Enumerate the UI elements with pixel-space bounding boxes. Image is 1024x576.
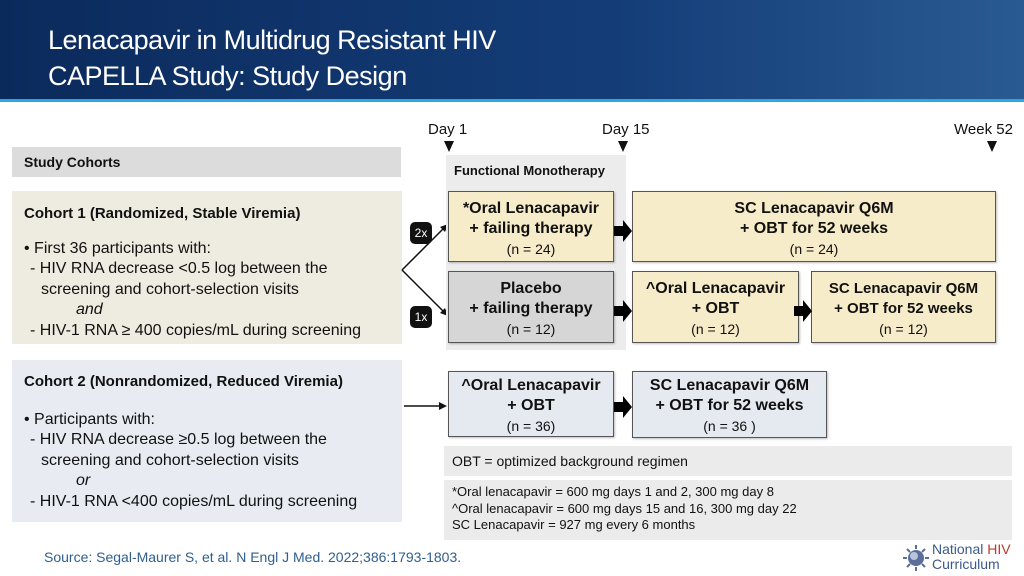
cohort1-criterion2: - HIV-1 RNA ≥ 400 copies/mL during scree… xyxy=(30,321,362,339)
day15-marker-icon xyxy=(618,141,628,152)
cohort1-conjunction: and xyxy=(76,301,103,318)
arrowhead-icon xyxy=(439,402,447,410)
cohort1-bullet: • First 36 participants with: xyxy=(24,239,211,257)
cohort1-title: Cohort 1 (Randomized, Stable Viremia) xyxy=(24,205,301,222)
obt-definition: OBT = optimized background regimen xyxy=(444,446,1012,476)
logo-sun-icon xyxy=(903,545,929,571)
cohort2-panel: Cohort 2 (Nonrandomized, Reduced Viremia… xyxy=(12,360,402,522)
cohort1-oral-lenacapavir-box: *Oral Lenacapavir + failing therapy (n = 2… xyxy=(448,191,614,262)
placebo-arm-sc-lenacapavir-box: SC Lenacapavir Q6M + OBT for 52 weeks (n =… xyxy=(811,271,996,343)
placebo-arm-oral-lenacapavir-box: ^Oral Lenacapavir + OBT (n = 12) xyxy=(632,271,799,343)
study-cohorts-header: Study Cohorts xyxy=(12,147,401,177)
block-arrow-icon xyxy=(794,300,812,322)
timeline-day15: Day 15 xyxy=(602,121,650,138)
dosing-footnotes: *Oral lenacapavir = 600 mg days 1 and 2,… xyxy=(444,480,1012,540)
cohort1-panel: Cohort 1 (Randomized, Stable Viremia) • … xyxy=(12,191,402,344)
block-arrow-icon xyxy=(614,220,632,242)
randomize-line-arm1 xyxy=(401,227,445,271)
cohort2-conjunction: or xyxy=(76,472,91,489)
cohort2-sc-lenacapavir-box: SC Lenacapavir Q6M + OBT for 52 weeks (n =… xyxy=(632,371,827,438)
day1-marker-icon xyxy=(444,141,454,152)
cohort2-criterion1-cont: screening and cohort-selection visits xyxy=(41,451,299,469)
source-citation: Source: Segal-Maurer S, et al. N Engl J … xyxy=(44,549,462,565)
cohort1-criterion1-cont: screening and cohort-selection visits xyxy=(41,280,299,298)
block-arrow-icon xyxy=(614,300,632,322)
header-banner xyxy=(0,0,1024,102)
title-line-2: CAPELLA Study: Study Design xyxy=(48,61,407,91)
cohort1-criterion1: - HIV RNA decrease <0.5 log between the xyxy=(30,260,328,277)
cohort2-criterion2: - HIV-1 RNA <400 copies/mL during screen… xyxy=(30,492,358,510)
randomization-1x-badge: 1x xyxy=(410,306,432,328)
cohort2-title: Cohort 2 (Nonrandomized, Reduced Viremia… xyxy=(24,373,343,390)
footnote-3: SC Lenacapavir = 927 mg every 6 months xyxy=(452,517,696,532)
title-line-1: Lenacapavir in Multidrug Resistant HIV xyxy=(48,25,496,55)
block-arrow-icon xyxy=(614,396,632,418)
timeline-day1: Day 1 xyxy=(428,121,468,138)
randomize-line-arm2 xyxy=(401,269,445,313)
cohort2-criterion1: - HIV RNA decrease ≥0.5 log between the xyxy=(30,431,327,448)
slide-title: Lenacapavir in Multidrug Resistant HIV C… xyxy=(48,22,496,94)
timeline-week52: Week 52 xyxy=(954,121,1013,138)
week52-marker-icon xyxy=(987,141,997,152)
cohort2-oral-lenacapavir-box: ^Oral Lenacapavir + OBT (n = 36) xyxy=(448,371,614,437)
functional-monotherapy-label: Functional Monotherapy xyxy=(454,163,605,178)
footnote-2: ^Oral lenacapavir = 600 mg days 15 and 1… xyxy=(452,500,797,516)
cohort1-sc-lenacapavir-box: SC Lenacapavir Q6M + OBT for 52 weeks (n =… xyxy=(632,191,996,262)
placebo-box: Placebo + failing therapy (n = 12) xyxy=(448,271,614,343)
randomization-2x-badge: 2x xyxy=(410,222,432,244)
cohort2-bullet: • Participants with: xyxy=(24,410,155,428)
footnote-1: *Oral lenacapavir = 600 mg days 1 and 2,… xyxy=(452,484,774,499)
national-hiv-curriculum-logo: National HIV Curriculum xyxy=(902,542,1022,574)
